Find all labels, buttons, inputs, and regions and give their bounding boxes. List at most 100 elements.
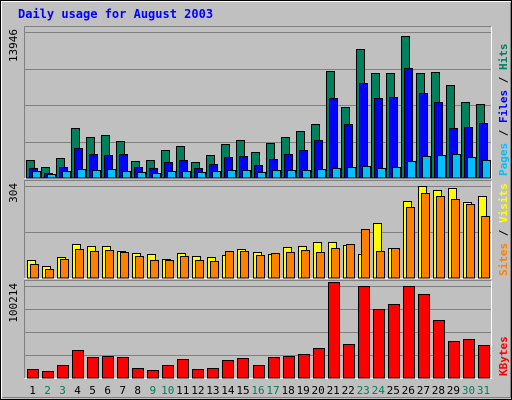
panel-2: 304 Sites / Visits xyxy=(7,180,510,279)
legend: Pages / Files / Hits xyxy=(497,44,510,177)
bar-kbytes-day-7 xyxy=(117,357,129,379)
legend-files: Files xyxy=(497,90,510,123)
bar-pages-day-15 xyxy=(242,170,251,179)
x-label-day-15: 15 xyxy=(236,384,249,397)
bar-pages-day-27 xyxy=(422,156,431,179)
bar-kbytes-day-19 xyxy=(298,354,310,379)
bar-sites-day-19 xyxy=(301,250,310,279)
bar-kbytes-day-24 xyxy=(373,309,385,379)
x-label-day-2: 2 xyxy=(44,384,51,397)
bar-pages-day-4 xyxy=(77,169,86,179)
bar-kbytes-day-28 xyxy=(433,320,445,379)
bar-pages-day-6 xyxy=(107,169,116,179)
bar-sites-day-25 xyxy=(391,248,400,279)
panel-1: 13946 Pages / Files / Hits xyxy=(7,26,510,179)
bar-sites-day-26 xyxy=(406,207,415,279)
legend: Sites / Visits xyxy=(497,183,510,276)
bar-sites-day-22 xyxy=(346,244,355,279)
legend: KBytes xyxy=(497,336,510,376)
bar-kbytes-day-23 xyxy=(358,286,370,379)
bar-sites-day-16 xyxy=(256,255,265,279)
bar-sites-day-20 xyxy=(316,252,325,279)
bar-kbytes-day-1 xyxy=(27,369,39,379)
x-label-day-9: 9 xyxy=(149,384,156,397)
x-label-day-30: 30 xyxy=(462,384,475,397)
bar-kbytes-day-11 xyxy=(177,359,189,379)
bar-pages-day-21 xyxy=(332,168,341,179)
bar-sites-day-3 xyxy=(60,259,69,279)
bar-sites-day-24 xyxy=(376,251,385,279)
bar-sites-day-14 xyxy=(225,251,234,279)
bar-sites-day-2 xyxy=(45,269,54,279)
x-label-day-8: 8 xyxy=(134,384,141,397)
bar-sites-day-6 xyxy=(105,250,114,279)
y-max-label: 100214 xyxy=(7,283,20,323)
bar-pages-day-7 xyxy=(122,171,131,179)
bar-kbytes-day-6 xyxy=(102,356,114,379)
panel-3: 100214 KBytes xyxy=(7,280,510,379)
bar-files-day-21 xyxy=(329,98,338,179)
x-label-day-31: 31 xyxy=(477,384,490,397)
x-label-day-18: 18 xyxy=(281,384,294,397)
bar-pages-day-17 xyxy=(272,170,281,179)
bar-kbytes-day-26 xyxy=(403,286,415,379)
bar-kbytes-day-14 xyxy=(222,360,234,379)
bar-pages-day-12 xyxy=(197,172,206,179)
bar-pages-day-29 xyxy=(452,154,461,179)
x-label-day-21: 21 xyxy=(327,384,340,397)
bar-sites-day-27 xyxy=(421,193,430,279)
x-label-day-4: 4 xyxy=(74,384,81,397)
bar-pages-day-3 xyxy=(62,171,71,179)
bar-kbytes-day-3 xyxy=(57,365,69,379)
legend-separator: / xyxy=(497,123,510,143)
bar-kbytes-day-30 xyxy=(463,339,475,379)
legend-sites: Sites xyxy=(497,243,510,276)
bar-pages-day-14 xyxy=(227,170,236,179)
bar-kbytes-day-2 xyxy=(42,371,54,379)
bar-files-day-24 xyxy=(374,98,383,179)
bar-sites-day-18 xyxy=(286,252,295,279)
bar-sites-day-10 xyxy=(165,260,174,279)
x-label-day-29: 29 xyxy=(447,384,460,397)
bar-kbytes-day-10 xyxy=(162,365,174,379)
bar-sites-day-11 xyxy=(180,256,189,279)
bar-kbytes-day-5 xyxy=(87,357,99,379)
x-label-day-16: 16 xyxy=(251,384,264,397)
legend-hits: Hits xyxy=(497,44,510,71)
bar-pages-day-22 xyxy=(347,167,356,179)
x-label-day-26: 26 xyxy=(402,384,415,397)
bar-kbytes-day-12 xyxy=(192,369,204,379)
legend-visits: Visits xyxy=(497,183,510,223)
x-label-day-20: 20 xyxy=(311,384,324,397)
bar-kbytes-day-16 xyxy=(253,365,265,379)
x-label-day-27: 27 xyxy=(417,384,430,397)
bar-sites-day-17 xyxy=(271,253,280,279)
x-label-day-24: 24 xyxy=(372,384,386,397)
bar-pages-day-18 xyxy=(287,170,296,179)
bar-pages-day-30 xyxy=(467,157,476,179)
x-label-day-28: 28 xyxy=(432,384,445,397)
bar-sites-day-5 xyxy=(90,251,99,279)
bar-kbytes-day-17 xyxy=(268,357,280,379)
bar-pages-day-16 xyxy=(257,172,266,179)
bar-sites-day-30 xyxy=(466,204,475,279)
x-label-day-23: 23 xyxy=(357,384,370,397)
bar-sites-day-4 xyxy=(75,249,84,279)
bar-sites-day-13 xyxy=(210,261,219,279)
bar-sites-day-8 xyxy=(135,256,144,279)
bar-pages-day-19 xyxy=(302,170,311,179)
x-label-day-12: 12 xyxy=(191,384,204,397)
bar-kbytes-day-15 xyxy=(237,358,249,379)
bar-sites-day-23 xyxy=(361,229,370,279)
series-pages xyxy=(32,154,491,179)
y-max-label: 13946 xyxy=(7,29,20,62)
bar-sites-day-1 xyxy=(30,264,39,279)
bar-pages-day-28 xyxy=(437,155,446,179)
bar-kbytes-day-4 xyxy=(72,350,84,379)
series-sites xyxy=(30,193,490,279)
bar-pages-day-5 xyxy=(92,170,101,179)
x-label-day-1: 1 xyxy=(29,384,36,397)
bar-sites-day-12 xyxy=(195,260,204,279)
bar-sites-day-28 xyxy=(436,196,445,279)
bar-sites-day-9 xyxy=(150,260,159,279)
